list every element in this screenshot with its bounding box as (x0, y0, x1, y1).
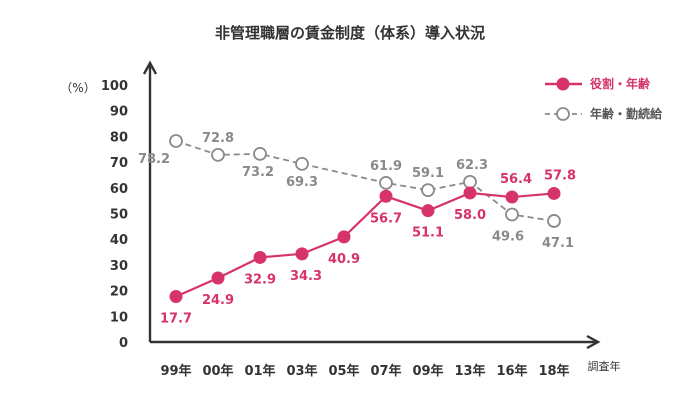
x-tick-label: 99年 (160, 363, 191, 379)
legend-marker (556, 107, 570, 121)
data-point (547, 186, 561, 200)
data-label: 72.8 (202, 131, 234, 146)
data-point (379, 189, 393, 203)
x-tick-label: 05年 (328, 363, 359, 379)
data-point (547, 214, 561, 228)
data-point (463, 174, 477, 189)
series-layer (169, 134, 561, 304)
y-tick-label: 10 (110, 310, 128, 325)
y-tick-label: 50 (110, 208, 128, 223)
axes (142, 60, 601, 350)
y-tick-label: 60 (110, 182, 128, 197)
x-tick-label: 00年 (202, 363, 233, 379)
x-tick-label: 16年 (496, 363, 527, 379)
data-label: 61.9 (370, 159, 402, 174)
x-tick-label: 13年 (454, 363, 485, 379)
data-point (295, 156, 309, 171)
y-tick-labels: 0 10 20 30 40 50 60 70 80 90 100 (101, 79, 128, 351)
legend-label: 役割・年齢 (590, 76, 651, 91)
data-label: 56.4 (500, 172, 532, 187)
data-label: 59.1 (412, 166, 444, 181)
x-tick-labels: 99年 00年 01年 03年 05年 07年 09年 13年 16年 18年 (160, 363, 569, 379)
y-axis-unit-label: （%） (60, 81, 95, 95)
data-label: 69.3 (286, 175, 318, 190)
data-point (295, 247, 309, 261)
data-label: 47.1 (542, 236, 574, 251)
x-axis-arrow (586, 334, 601, 350)
data-label: 57.8 (544, 168, 576, 183)
data-label: 32.9 (244, 272, 276, 287)
data-label: 17.7 (160, 312, 192, 327)
x-tick-label: 09年 (412, 363, 443, 379)
x-tick-label: 03年 (286, 363, 317, 379)
y-axis-arrow (142, 60, 158, 75)
data-point (337, 230, 351, 244)
data-label: 78.2 (138, 152, 170, 167)
data-label: 49.6 (492, 230, 524, 245)
y-tick-label: 80 (110, 130, 128, 145)
data-point (253, 250, 267, 264)
x-axis-unit-label: 調査年 (588, 359, 621, 373)
data-label: 34.3 (290, 269, 322, 284)
data-point (253, 146, 267, 161)
data-point (169, 134, 183, 148)
data-point (505, 190, 519, 204)
data-point (421, 183, 435, 198)
x-tick-label: 01年 (244, 363, 275, 379)
data-label: 62.3 (456, 158, 488, 173)
data-label: 56.7 (370, 211, 402, 226)
y-tick-label: 90 (110, 105, 128, 120)
data-point (421, 204, 435, 218)
legend-label: 年齢・勤続給 (590, 106, 663, 121)
data-point (211, 271, 225, 285)
data-label: 58.0 (454, 208, 486, 223)
data-point (505, 207, 519, 222)
data-labels: 78.2 72.8 73.2 69.3 61.9 59.1 62.3 49.6 47.1 17.7… (138, 131, 576, 327)
data-point (463, 186, 477, 200)
data-label: 73.2 (242, 165, 274, 180)
series-line-0 (175, 191, 555, 298)
y-tick-label: 0 (119, 336, 128, 351)
chart-title: 非管理職層の賃金制度（体系）導入状況 (215, 24, 485, 42)
x-tick-label: 07年 (370, 363, 401, 379)
y-tick-label: 70 (110, 156, 128, 171)
y-tick-label: 40 (110, 233, 128, 248)
y-tick-label: 20 (110, 285, 128, 300)
x-tick-label: 18年 (538, 363, 569, 379)
data-label: 24.9 (202, 293, 234, 308)
data-point (211, 148, 225, 162)
y-tick-label: 30 (110, 259, 128, 274)
y-tick-label: 100 (101, 79, 128, 94)
data-point (379, 176, 393, 190)
data-label: 51.1 (412, 226, 444, 241)
legend-marker (556, 77, 570, 91)
series-line-1 (175, 140, 555, 222)
data-label: 40.9 (328, 252, 360, 267)
data-point (169, 290, 183, 304)
